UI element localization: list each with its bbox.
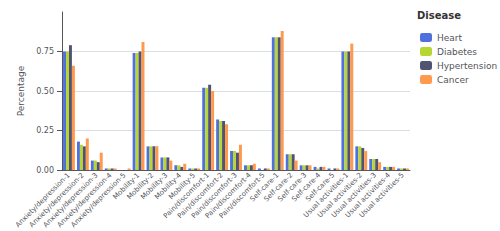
svg-text:Hypertension: Hypertension [437, 61, 497, 71]
svg-text:Self-care-2: Self-care-2 [262, 171, 295, 204]
svg-text:Self-care-4: Self-care-4 [290, 171, 323, 204]
svg-text:Pain/discomfort-5: Pain/discomfort-5 [217, 171, 267, 221]
svg-text:Usual activities-3: Usual activities-3 [329, 171, 378, 220]
svg-text:Anxiety/depression-2: Anxiety/depression-2 [27, 171, 86, 230]
svg-text:Pain/discomfort-4: Pain/discomfort-4 [203, 171, 253, 221]
svg-text:0.75: 0.75 [36, 47, 54, 56]
svg-text:Mobility-5: Mobility-5 [167, 171, 198, 202]
svg-text:Anxiety/depression-1: Anxiety/depression-1 [13, 171, 72, 230]
svg-text:Self-care-3: Self-care-3 [276, 171, 309, 204]
svg-text:Self-care-5: Self-care-5 [304, 171, 337, 204]
svg-text:Usual activities-2: Usual activities-2 [316, 171, 365, 220]
svg-text:0.00: 0.00 [36, 166, 54, 175]
svg-text:Percentage: Percentage [16, 65, 26, 116]
svg-text:Usual activities-1: Usual activities-1 [302, 171, 351, 220]
svg-text:Disease: Disease [417, 10, 461, 21]
svg-text:Heart: Heart [437, 33, 463, 43]
svg-text:Mobility-4: Mobility-4 [153, 171, 184, 202]
svg-text:Mobility-3: Mobility-3 [139, 171, 170, 202]
svg-text:Cancer: Cancer [437, 75, 469, 85]
svg-text:0.25: 0.25 [36, 126, 54, 135]
svg-text:Pain/discomfort-1: Pain/discomfort-1 [162, 171, 211, 221]
svg-text:Anxiety/depression-5: Anxiety/depression-5 [70, 171, 128, 229]
svg-text:Diabetes: Diabetes [437, 47, 477, 57]
svg-text:0.50: 0.50 [36, 87, 54, 96]
svg-text:Mobility-1: Mobility-1 [111, 171, 142, 202]
svg-text:Usual activities-5: Usual activities-5 [358, 171, 406, 219]
svg-text:Anxiety/depression-4: Anxiety/depression-4 [56, 171, 114, 229]
svg-text:Pain/discomfort-3: Pain/discomfort-3 [189, 171, 239, 221]
svg-text:Self-care-1: Self-care-1 [248, 171, 281, 204]
svg-text:Anxiety/depression-3: Anxiety/depression-3 [42, 171, 100, 229]
svg-text:Mobility-2: Mobility-2 [125, 171, 156, 202]
svg-text:Pain/discomfort-2: Pain/discomfort-2 [176, 171, 225, 221]
svg-text:Usual activities-4: Usual activities-4 [343, 171, 392, 220]
